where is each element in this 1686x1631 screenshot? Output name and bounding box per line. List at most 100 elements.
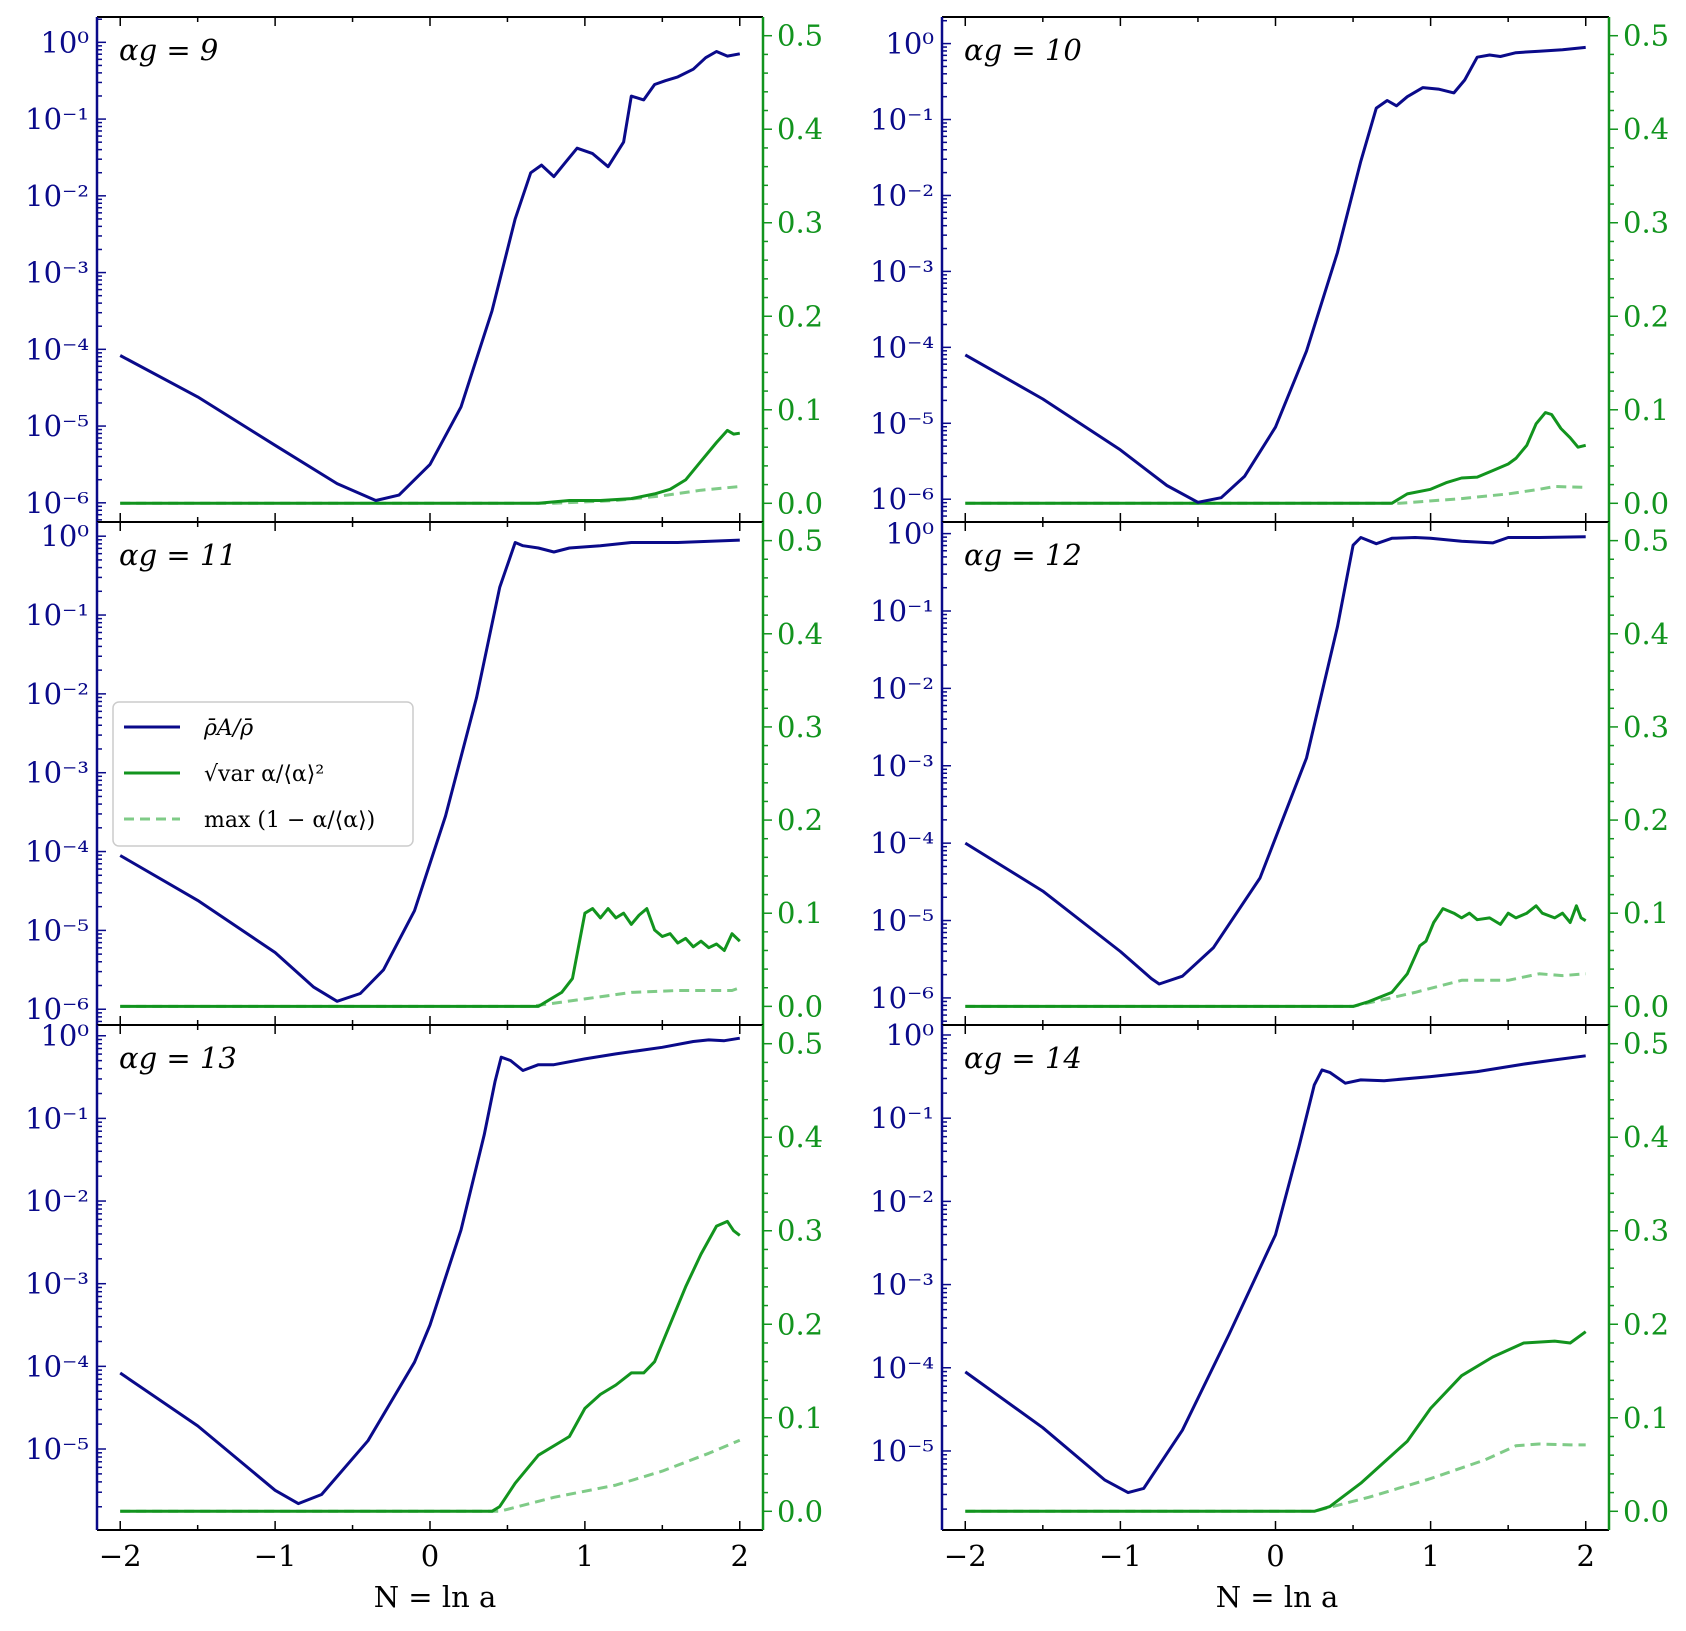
right-tick-label: 0.2 [1623,299,1669,333]
left-tick-label: 10⁻⁴ [870,826,934,860]
right-tick-label: 0.4 [1623,1120,1669,1154]
right-tick-label: 0.0 [1623,486,1669,520]
right-tick-label: 0.3 [777,206,823,240]
left-tick-label: 10⁰ [885,27,934,61]
right-tick-label: 0.1 [777,896,823,930]
series-var-line [120,428,741,505]
left-tick-label: 10⁰ [885,1018,934,1052]
left-tick-label: 10⁻³ [870,1268,934,1302]
right-tick-label: 0.2 [777,803,823,837]
series-rho-line [964,45,1586,504]
right-tick-label: 0.0 [777,486,823,520]
left-tick-label: 10⁻¹ [25,102,89,136]
panel-label: αg = 13 [119,1041,237,1075]
left-tick-label: 10⁰ [40,25,89,59]
left-tick-label: 10⁻⁵ [870,1434,934,1468]
panel-6: −2 −1 0 1 2 10⁰ 10⁻¹ 10⁻² 10⁻³ 10⁻⁴ 10⁻⁵ 0.0 0.1 0.2 0… [870,1018,1669,1573]
x-tick-label: −1 [254,1539,297,1573]
left-tick-label: 10⁻² [25,1184,89,1218]
panel-label: αg = 12 [964,538,1082,572]
x-tick-label: 1 [1421,1539,1439,1573]
left-tick-label: 10⁻⁴ [870,1351,934,1385]
right-tick-label: 0.3 [777,1214,823,1248]
right-tick-label: 0.3 [1623,206,1669,240]
left-tick-label: 10⁻⁶ [870,482,934,516]
left-tick-label: 10⁻⁴ [25,835,89,869]
left-tick-label: 10⁻⁵ [870,904,934,938]
left-tick-label: 10⁻¹ [25,598,89,632]
right-tick-label: 0.3 [1623,710,1669,744]
left-tick-label: 10⁻⁶ [25,486,89,520]
panel-5: −2 −1 0 1 2 10⁰ 10⁻¹ 10⁻² 10⁻³ 10⁻⁴ 10⁻⁵ 0.0 0.1 0.2 0… [25,1019,823,1573]
left-tick-label: 10⁻² [870,1184,934,1218]
left-tick-label: 10⁻³ [870,254,934,288]
series-var-line [965,1330,1587,1513]
series-max-line [965,972,1586,1008]
left-tick-label: 10⁻¹ [870,594,934,628]
right-tick-label: 0.5 [777,524,823,558]
left-tick-label: 10⁻² [25,677,89,711]
right-tick-label: 0.5 [1623,19,1669,53]
left-tick-label: 10⁰ [885,517,934,551]
panel-grid: 10⁰ 10⁻¹ 10⁻² 10⁻³ 10⁻⁴ 10⁻⁵ 10⁻⁶ 0.0 0.1 0.2 0.3 0… [25,16,1669,1573]
series-max-line [120,1438,741,1513]
left-tick-label: 10⁻¹ [870,1101,934,1135]
panel-2: 10⁰ 10⁻¹ 10⁻² 10⁻³ 10⁻⁴ 10⁻⁵ 10⁻⁶ 0.0 0.1 0.2 0.3 0… [870,16,1669,523]
series-var-line [120,907,741,1008]
right-tick-label: 0.5 [1623,1027,1669,1061]
x-axis-label-right: N = ln a [1216,1580,1339,1614]
right-tick-label: 0.3 [1623,1214,1669,1248]
x-tick-label: 0 [421,1539,439,1573]
right-tick-label: 0.0 [1623,1494,1669,1528]
x-axis-labels: N = ln a N = ln a [374,1580,1339,1614]
left-tick-label: 10⁻⁴ [870,330,934,364]
left-tick-label: 10⁻⁶ [870,981,934,1015]
panel-label: αg = 10 [964,33,1082,67]
left-tick-label: 10⁻³ [870,749,934,783]
left-tick-label: 10⁻² [870,671,934,705]
right-tick-label: 0.4 [1623,112,1669,146]
panel-6-series [964,1054,1587,1513]
right-tick-label: 0.2 [777,299,823,333]
left-tick-label: 10⁻³ [25,756,89,790]
right-tick-label: 0.4 [1623,617,1669,651]
right-tick-label: 0.0 [777,1494,823,1528]
panel-3: 10⁰ 10⁻¹ 10⁻² 10⁻³ 10⁻⁴ 10⁻⁵ 10⁻⁶ 0.0 0.1 0.2 0.3 0… [25,519,823,1026]
panel-2-series [964,45,1587,505]
legend-label-max: max (1 − α/⟨α⟩) [204,808,375,833]
panel-label: αg = 14 [964,1041,1082,1075]
right-tick-label: 0.2 [777,1307,823,1341]
x-tick-label: 2 [731,1539,749,1573]
right-tick-label: 0.0 [1623,989,1669,1023]
left-tick-label: 10⁻⁴ [25,1349,89,1383]
legend: ρ̄A/ρ̄ √var α/⟨α⟩² max (1 − α/⟨α⟩) [112,701,414,847]
series-rho-line [119,50,741,502]
x-tick-label: −1 [1099,1539,1142,1573]
panel-label: αg = 11 [119,538,237,572]
left-tick-label: 10⁻⁴ [25,332,89,366]
x-tick-label: 2 [1577,1539,1595,1573]
legend-label-var: √var α/⟨α⟩² [204,762,324,787]
series-max-line [965,1442,1586,1513]
legend-label-rho: ρ̄A/ρ̄ [203,716,253,741]
right-tick-label: 0.1 [777,393,823,427]
series-rho-line [964,535,1586,986]
right-tick-label: 0.5 [777,19,823,53]
left-tick-label: 10⁻⁵ [25,409,89,443]
right-tick-label: 0.2 [1623,1307,1669,1341]
left-tick-label: 10⁻² [870,178,934,212]
left-tick-label: 10⁻⁵ [25,1432,89,1466]
right-tick-label: 0.1 [1623,896,1669,930]
right-tick-label: 0.1 [1623,1401,1669,1435]
right-tick-label: 0.2 [1623,803,1669,837]
series-max-line [120,986,741,1008]
right-tick-label: 0.4 [777,1120,823,1154]
series-rho-line [119,538,740,1003]
left-tick-label: 10⁻³ [25,1267,89,1301]
series-var-line [965,904,1587,1008]
right-tick-label: 0.4 [777,617,823,651]
left-tick-label: 10⁰ [40,519,89,553]
right-tick-label: 0.5 [777,1027,823,1061]
x-tick-label: 1 [576,1539,594,1573]
left-tick-label: 10⁰ [40,1019,89,1053]
